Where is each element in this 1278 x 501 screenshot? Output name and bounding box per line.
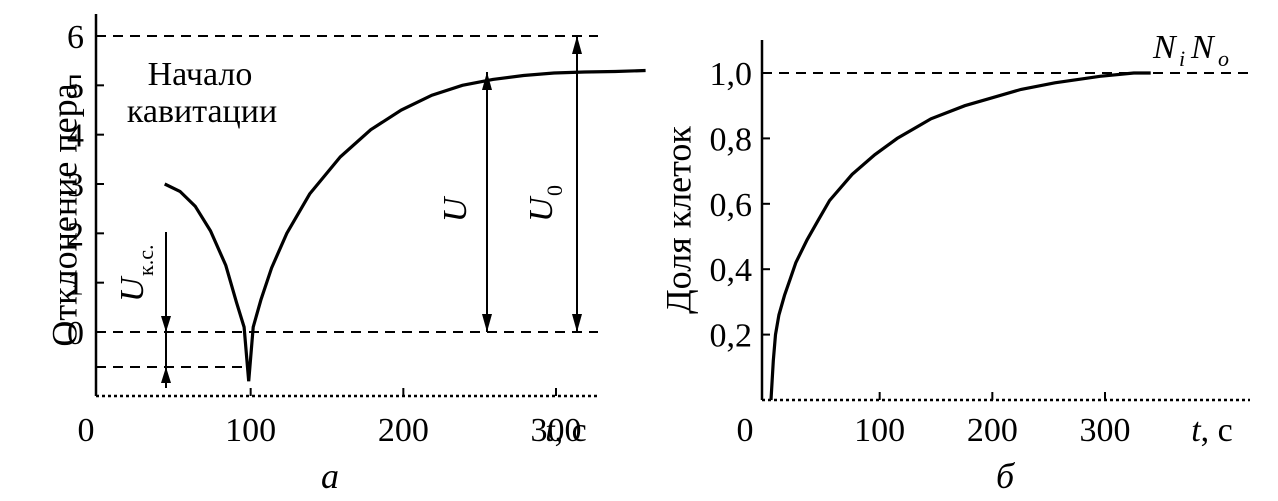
panel-a-u0-label: U 0: [523, 185, 567, 222]
panel-b: 0,2 0,4 0,6 0,8 1,0 0 100 200 300 Доля клеток N…: [658, 29, 1252, 496]
panel-b-x-ticks: 0 100 200 300: [737, 392, 1131, 449]
panel-b-ratio-label: N i N o: [1152, 29, 1229, 71]
panel-a-ukc-label: U к.с.: [114, 245, 158, 302]
panel-a-x-ticks: 0 100 200 300: [78, 388, 582, 449]
panel-a-reference-lines: [96, 35, 598, 368]
panel-a-y-tick-label: 3: [67, 167, 84, 204]
panel-a-x-tick-label: 300: [531, 412, 582, 449]
panel-a-x-tick-label: 0: [78, 412, 95, 449]
svg-text:N: N: [1152, 29, 1178, 66]
panel-a-x-tick-label: 100: [225, 412, 276, 449]
svg-text:0: 0: [542, 185, 567, 196]
panel-a-y-tick-label: 0: [67, 315, 84, 352]
svg-text:o: o: [1218, 46, 1229, 71]
panel-a-x-axis-label: t, с: [545, 412, 587, 449]
panel-a-annotation-line1: Начало: [148, 56, 253, 93]
panel-b-y-tick-label: 0,2: [710, 318, 753, 355]
panel-b-curve: [769, 71, 1151, 401]
panel-a-y-tick-label: 6: [67, 19, 84, 56]
panel-b-y-ticks: 0,2 0,4 0,6 0,8 1,0: [710, 56, 770, 355]
panel-b-y-tick-label: 0,4: [710, 252, 753, 289]
panel-a-curve: [164, 68, 646, 382]
panel-b-x-tick-label: 0: [737, 412, 754, 449]
panel-a-annotation-line2: кавитации: [127, 93, 277, 130]
panel-a-u-label: U: [437, 195, 474, 222]
panel-a-u0-arrow: [572, 36, 582, 332]
panel-b-x-tick-label: 200: [967, 412, 1018, 449]
panel-b-panel-label: б: [996, 456, 1016, 496]
panel-a-y-tick-label: 1: [67, 266, 84, 303]
panel-a-y-ticks: 6 5 4 3 2 1 0: [67, 19, 104, 352]
panel-a-x-tick-label: 200: [378, 412, 429, 449]
panel-b-y-tick-label: 0,8: [710, 121, 753, 158]
svg-text:N: N: [1190, 29, 1216, 66]
panel-a-y-axis-label: Отклонение пера: [44, 83, 84, 346]
panel-a-ukc-arrow: [161, 232, 171, 388]
panel-a-u-arrow: [482, 72, 492, 332]
panel-b-y-tick-label: 1,0: [710, 56, 753, 93]
svg-text:к.с.: к.с.: [133, 245, 158, 276]
panel-b-x-tick-label: 100: [854, 412, 905, 449]
svg-text:U: U: [114, 275, 151, 302]
panel-a-panel-label: а: [321, 456, 339, 496]
panel-a-y-tick-label: 5: [67, 68, 84, 105]
panel-b-x-tick-label: 300: [1080, 412, 1131, 449]
panel-a-y-tick-label: 4: [67, 118, 84, 155]
panel-b-y-tick-label: 0,6: [710, 187, 753, 224]
panel-a: 6 5 4 3 2 1 0 0 100 200 300 Отклонение пера Начал…: [44, 14, 646, 496]
panel-b-y-axis-label: Доля клеток: [658, 126, 698, 314]
svg-text:U: U: [523, 195, 560, 222]
panel-a-y-tick-label: 2: [67, 216, 84, 253]
svg-text:i: i: [1179, 46, 1185, 71]
panel-b-x-axis-label: t, с: [1191, 412, 1233, 449]
